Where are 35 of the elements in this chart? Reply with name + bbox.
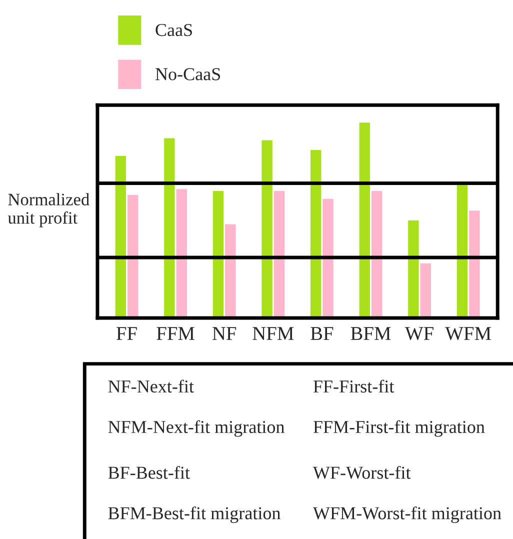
bar xyxy=(310,150,322,318)
bar xyxy=(225,224,236,318)
text: FF-First-fit xyxy=(313,380,394,393)
bar xyxy=(127,194,138,318)
x-tick-label: WFM xyxy=(445,327,491,340)
x-tick-label: FFM xyxy=(156,327,194,340)
text: NFM-Next-fit migration xyxy=(108,420,284,437)
text: NF-Next-fit xyxy=(108,380,194,393)
bar xyxy=(408,220,419,318)
text: WFM-Worst-fit migration xyxy=(312,506,502,524)
bar xyxy=(115,156,126,318)
bar xyxy=(274,191,285,318)
bar xyxy=(262,140,272,318)
x-tick-label: NFM xyxy=(252,327,294,340)
text: FFM-First-fit migration xyxy=(313,420,485,437)
x-tick-label: BF xyxy=(310,327,334,340)
bar xyxy=(371,191,382,318)
y-axis-title: Normalized unit profit xyxy=(8,193,90,228)
x-tick-label: WF xyxy=(404,327,434,340)
bar xyxy=(456,183,468,318)
bar xyxy=(212,191,224,318)
legend-label: CaaS xyxy=(156,24,192,36)
text: WF-Worst-fit xyxy=(312,466,411,479)
bar xyxy=(176,189,188,318)
bar xyxy=(469,210,480,318)
bar xyxy=(164,138,175,318)
legend-label: No-CaaS xyxy=(155,68,220,80)
bar xyxy=(322,198,334,318)
text: BFM-Best-fit migration xyxy=(108,506,280,524)
x-tick-label: NF xyxy=(212,327,236,340)
x-tick-label: BFM xyxy=(350,327,391,340)
text: BF-Best-fit xyxy=(108,466,190,479)
bar xyxy=(359,122,370,318)
bar xyxy=(420,263,431,318)
x-tick-label: FF xyxy=(116,327,137,340)
